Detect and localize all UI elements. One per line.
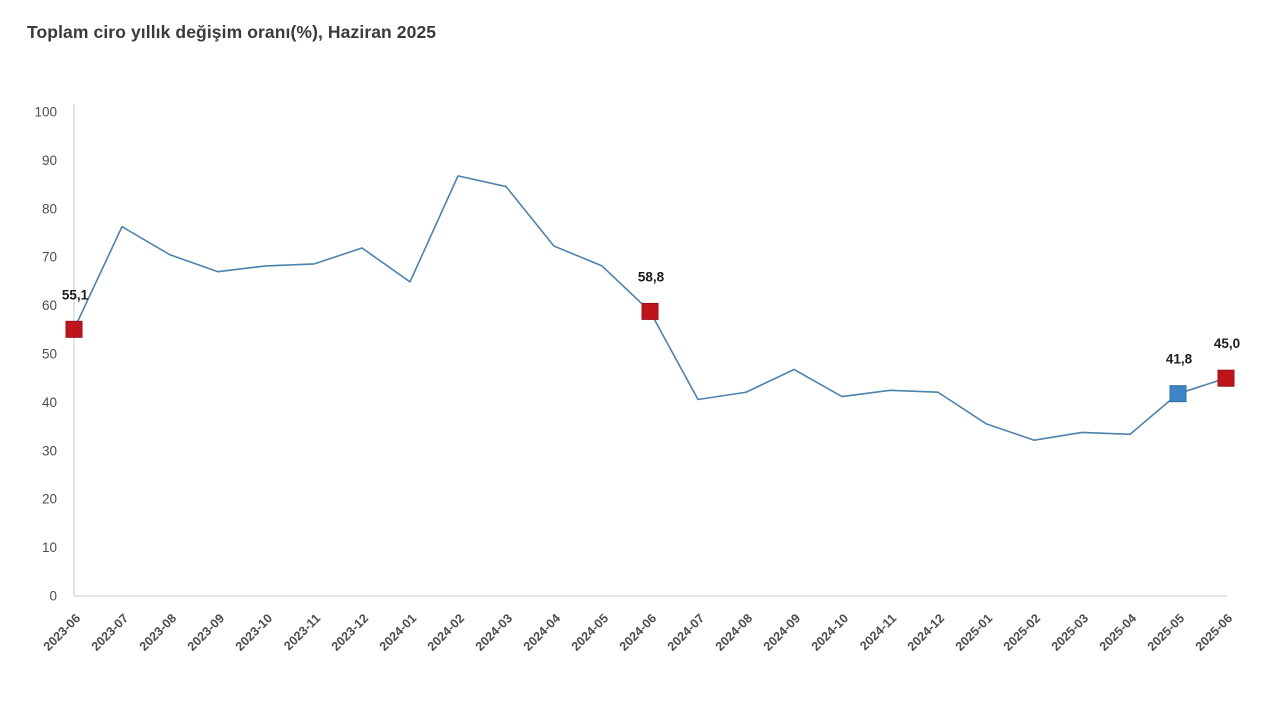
data-point-marker-red — [641, 302, 659, 320]
data-point-label: 45,0 — [1214, 336, 1240, 351]
data-point-label: 41,8 — [1166, 352, 1193, 367]
y-tick-label: 40 — [42, 395, 57, 410]
y-tick-label: 60 — [42, 298, 57, 313]
x-tick-label: 2025-01 — [953, 611, 995, 653]
x-tick-label: 2024-04 — [521, 611, 563, 653]
data-point-label: 58,8 — [638, 269, 665, 284]
x-tick-label: 2024-01 — [377, 611, 419, 653]
x-tick-label: 2025-03 — [1049, 611, 1091, 653]
x-tick-label: 2024-11 — [857, 611, 899, 653]
x-tick-label: 2024-08 — [713, 611, 755, 653]
data-point-marker-red — [65, 320, 83, 338]
x-tick-label: 2023-09 — [185, 611, 227, 653]
y-tick-label: 80 — [42, 201, 57, 216]
x-tick-label: 2023-06 — [41, 611, 83, 653]
x-tick-label: 2024-10 — [809, 611, 851, 653]
x-tick-label: 2025-05 — [1145, 611, 1187, 653]
x-tick-label: 2024-02 — [425, 611, 467, 653]
x-tick-label: 2025-06 — [1193, 611, 1235, 653]
y-tick-label: 100 — [34, 105, 57, 120]
x-tick-label: 2024-05 — [569, 611, 611, 653]
data-point-marker-blue — [1169, 385, 1187, 403]
y-tick-label: 50 — [42, 347, 57, 362]
x-tick-label: 2025-02 — [1001, 611, 1043, 653]
y-tick-label: 20 — [42, 492, 57, 507]
y-tick-label: 30 — [42, 443, 57, 458]
x-tick-label: 2023-07 — [89, 611, 131, 653]
data-point-marker-red — [1217, 369, 1235, 387]
x-tick-label: 2024-09 — [761, 611, 803, 653]
x-tick-label: 2023-11 — [281, 611, 323, 653]
x-tick-label: 2023-10 — [233, 611, 275, 653]
y-tick-label: 10 — [42, 540, 57, 555]
x-tick-label: 2025-04 — [1097, 611, 1139, 653]
x-tick-label: 2024-03 — [473, 611, 515, 653]
x-tick-label: 2023-08 — [137, 611, 179, 653]
y-tick-label: 70 — [42, 250, 57, 265]
x-tick-label: 2023-12 — [329, 611, 371, 653]
x-tick-label: 2024-06 — [617, 611, 659, 653]
chart-title: Toplam ciro yıllık değişim oranı(%), Haz… — [27, 22, 437, 42]
data-point-label: 55,1 — [62, 287, 89, 302]
y-tick-label: 0 — [49, 589, 57, 604]
y-tick-label: 90 — [42, 153, 57, 168]
x-tick-label: 2024-07 — [665, 611, 707, 653]
x-tick-label: 2024-12 — [905, 611, 947, 653]
